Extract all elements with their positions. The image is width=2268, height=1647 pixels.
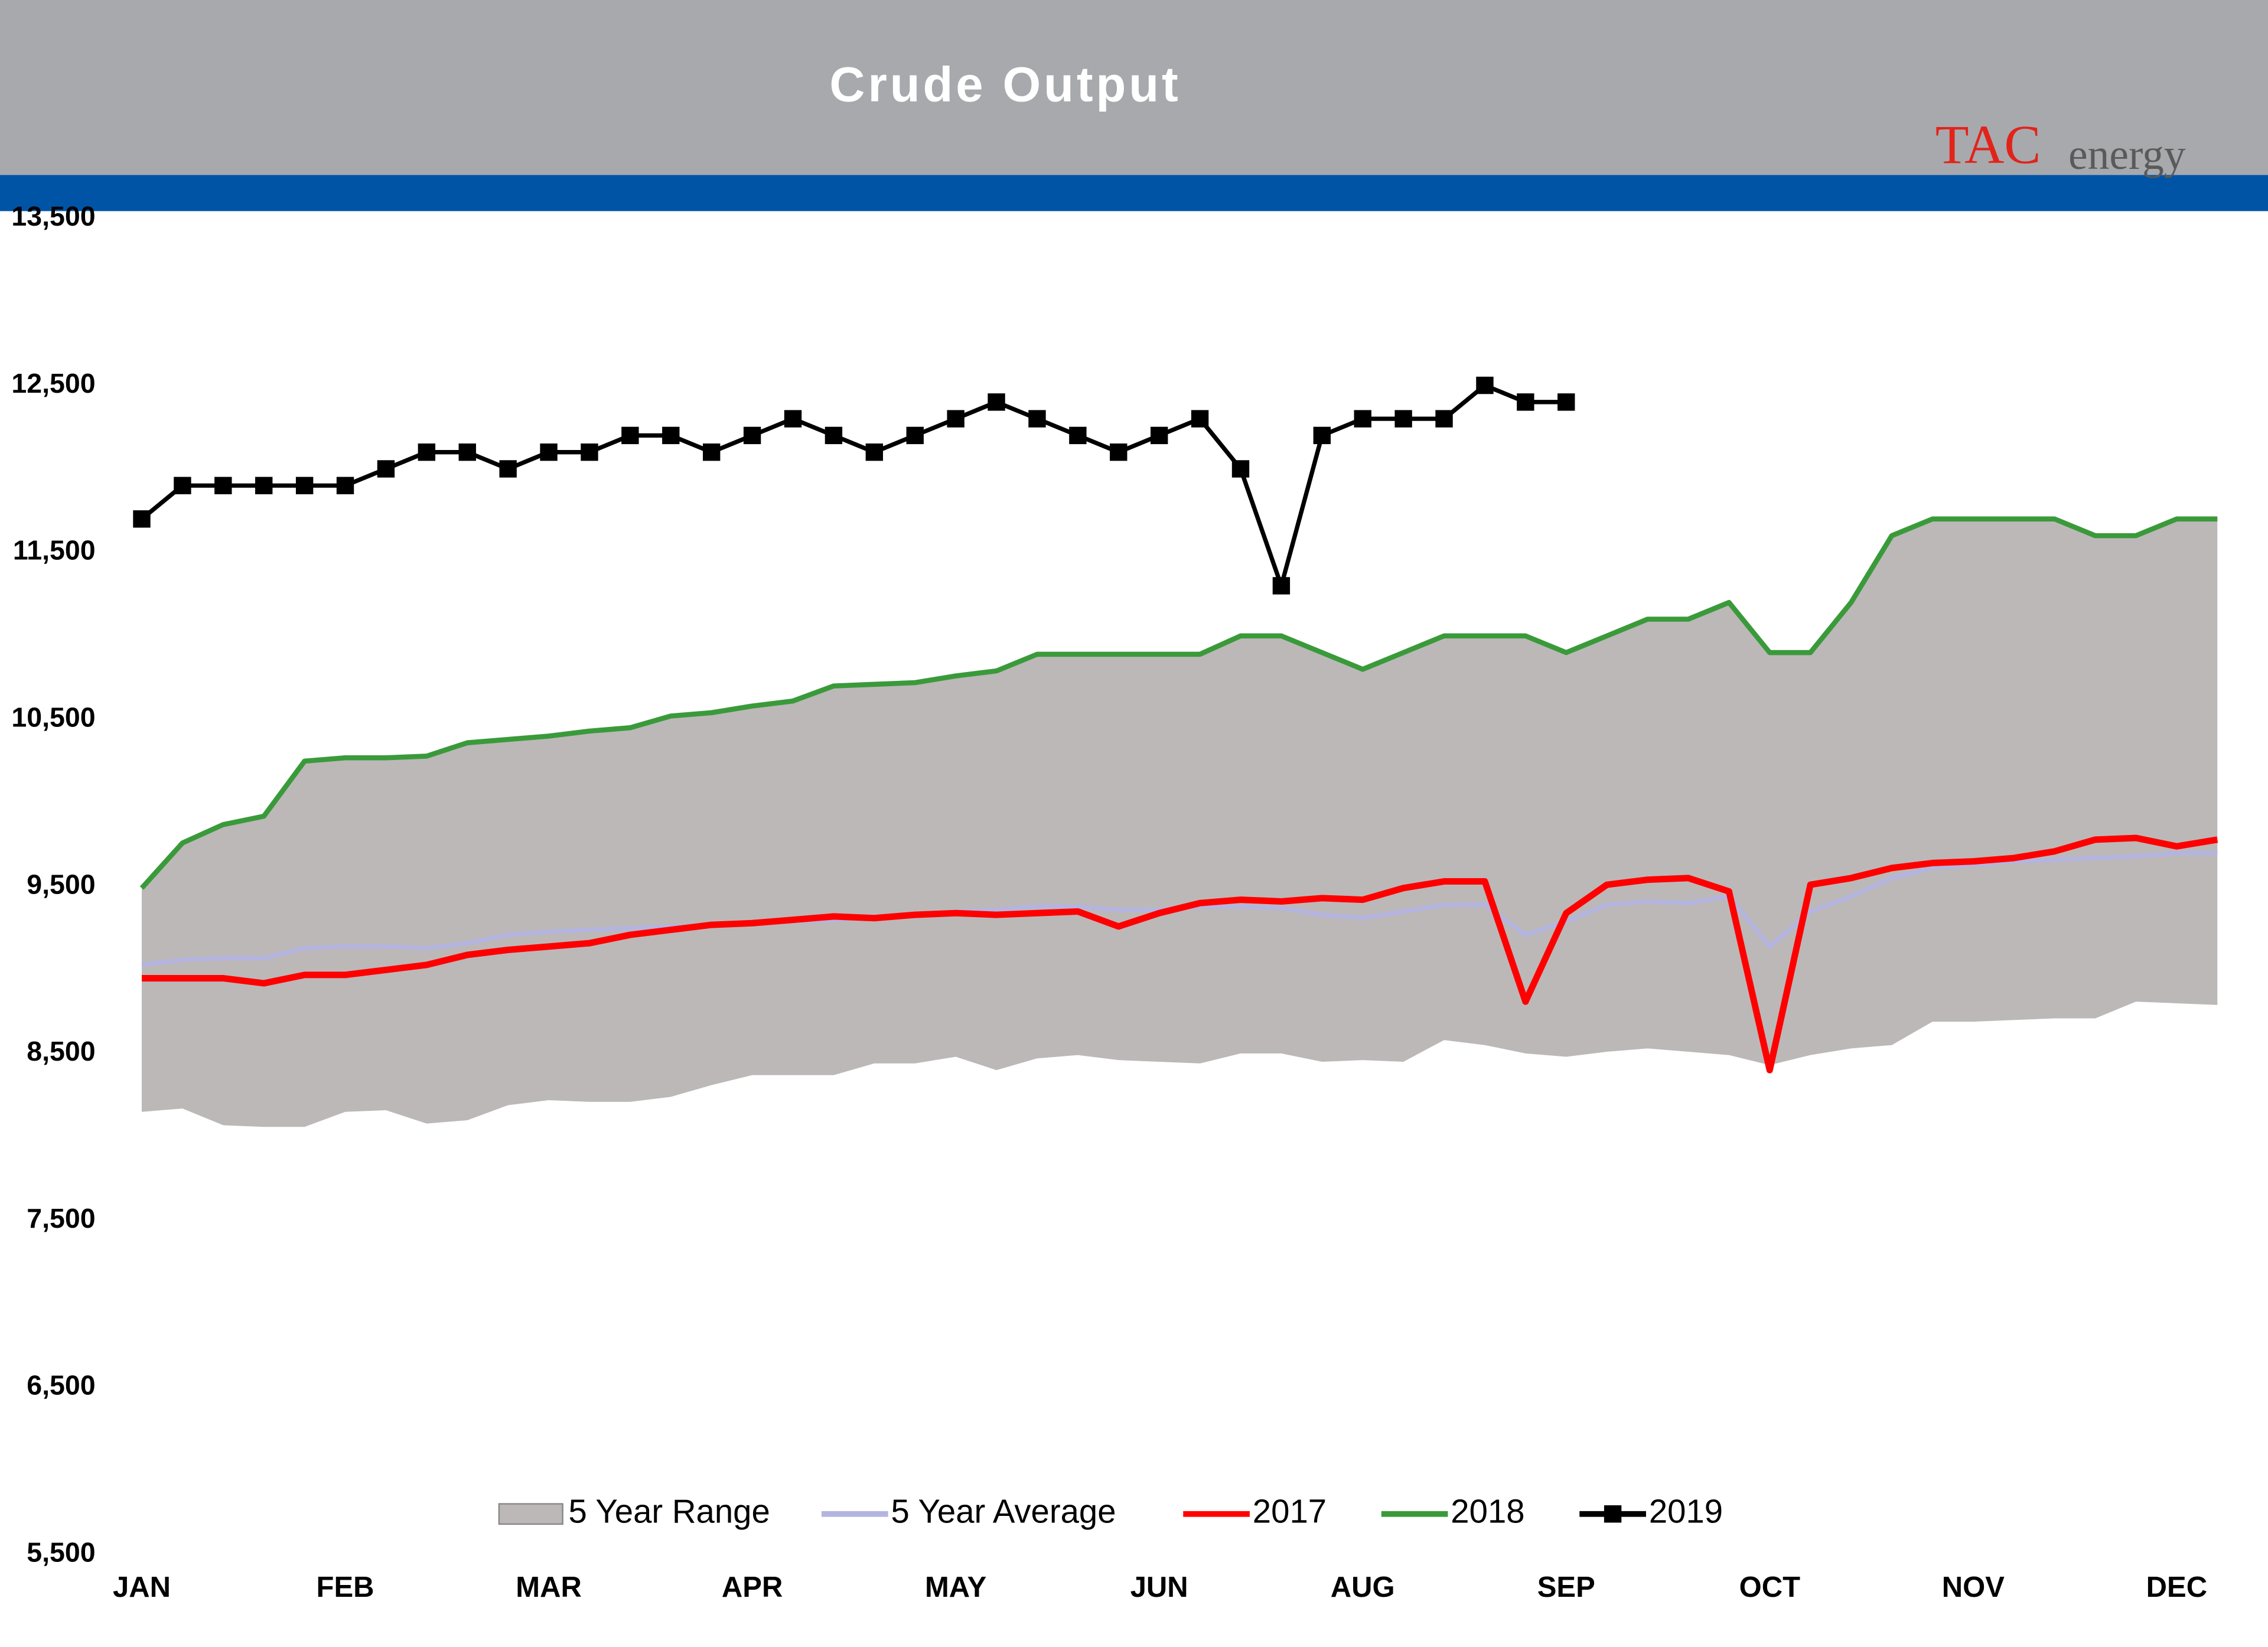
point-marker	[255, 477, 273, 494]
point-marker	[581, 443, 598, 461]
series-line	[139, 516, 2218, 890]
legend-label: 5 Year Average	[891, 1493, 1116, 1530]
header-stripe	[0, 175, 2268, 211]
point-marker	[214, 477, 232, 494]
point-marker	[458, 443, 476, 461]
point-marker	[703, 443, 721, 461]
x-tick-label: AUG	[1331, 1571, 1395, 1603]
plot-area: 5,500 6,500 7,500 8,500 9,500 10,500 11,500 12,…	[11, 201, 2218, 1603]
y-tick-label: 5,500	[27, 1537, 95, 1568]
range-area	[142, 518, 2218, 1127]
legend-marker	[1604, 1505, 1622, 1523]
x-tick-label: JUN	[1130, 1571, 1188, 1603]
point-marker	[1313, 426, 1331, 445]
x-tick-label: MAR	[516, 1571, 582, 1603]
header-band	[0, 0, 2268, 175]
legend-label: 2019	[1649, 1493, 1723, 1530]
point-marker	[1272, 577, 1291, 595]
logo-mark: TAC	[1935, 115, 2041, 175]
point-marker	[1354, 410, 1371, 428]
point-marker	[377, 460, 395, 478]
legend: 5 Year Range 5 Year Average 2017 2018 2019	[498, 1493, 1723, 1530]
point-marker	[336, 477, 354, 494]
point-marker	[1191, 410, 1209, 428]
y-tick-label: 6,500	[27, 1370, 95, 1401]
x-tick-label: SEP	[1537, 1571, 1595, 1603]
point-marker	[133, 510, 151, 528]
point-marker	[1150, 426, 1168, 445]
point-marker	[621, 426, 639, 445]
legend-swatch	[498, 1503, 563, 1525]
y-tick-label: 10,500	[11, 702, 95, 732]
point-marker	[1435, 410, 1453, 428]
x-tick-label: JAN	[113, 1571, 171, 1603]
y-tick-label: 9,500	[27, 869, 95, 899]
series-line	[142, 834, 2218, 1074]
point-marker	[906, 426, 924, 445]
legend-label: 2018	[1451, 1493, 1524, 1530]
point-marker	[988, 393, 1005, 411]
point-marker	[1476, 376, 1494, 394]
y-tick-label: 13,500	[11, 201, 95, 231]
point-marker	[825, 426, 843, 445]
point-marker	[1394, 410, 1412, 428]
legend-label: 5 Year Range	[568, 1493, 770, 1530]
x-tick-label: NOV	[1942, 1571, 2005, 1603]
point-marker	[865, 443, 884, 461]
point-marker	[784, 410, 802, 428]
point-marker	[1231, 460, 1250, 478]
y-tick-label: 11,500	[13, 535, 96, 566]
y-tick-label: 7,500	[27, 1203, 95, 1234]
x-tick-label: APR	[722, 1571, 783, 1603]
point-marker	[418, 443, 436, 461]
point-marker	[295, 477, 314, 494]
point-marker	[662, 426, 680, 445]
point-marker	[499, 460, 517, 478]
point-marker	[540, 443, 558, 461]
chart-title: Crude Output	[829, 57, 1181, 112]
point-marker	[1557, 393, 1575, 411]
logo-text: energy	[2068, 131, 2186, 178]
legend-label: 2017	[1253, 1493, 1327, 1530]
point-marker	[174, 477, 191, 494]
point-marker	[947, 410, 964, 428]
point-marker	[1517, 393, 1534, 411]
x-tick-label: FEB	[317, 1571, 374, 1603]
x-tick-label: DEC	[2146, 1571, 2207, 1603]
point-marker	[1028, 410, 1046, 428]
y-tick-label: 8,500	[27, 1036, 95, 1067]
x-tick-label: OCT	[1739, 1571, 1800, 1603]
point-marker	[743, 426, 761, 445]
x-tick-label: MAY	[925, 1571, 986, 1603]
point-marker	[1110, 443, 1128, 461]
point-marker	[1069, 426, 1087, 445]
y-tick-label: 12,500	[11, 368, 95, 399]
